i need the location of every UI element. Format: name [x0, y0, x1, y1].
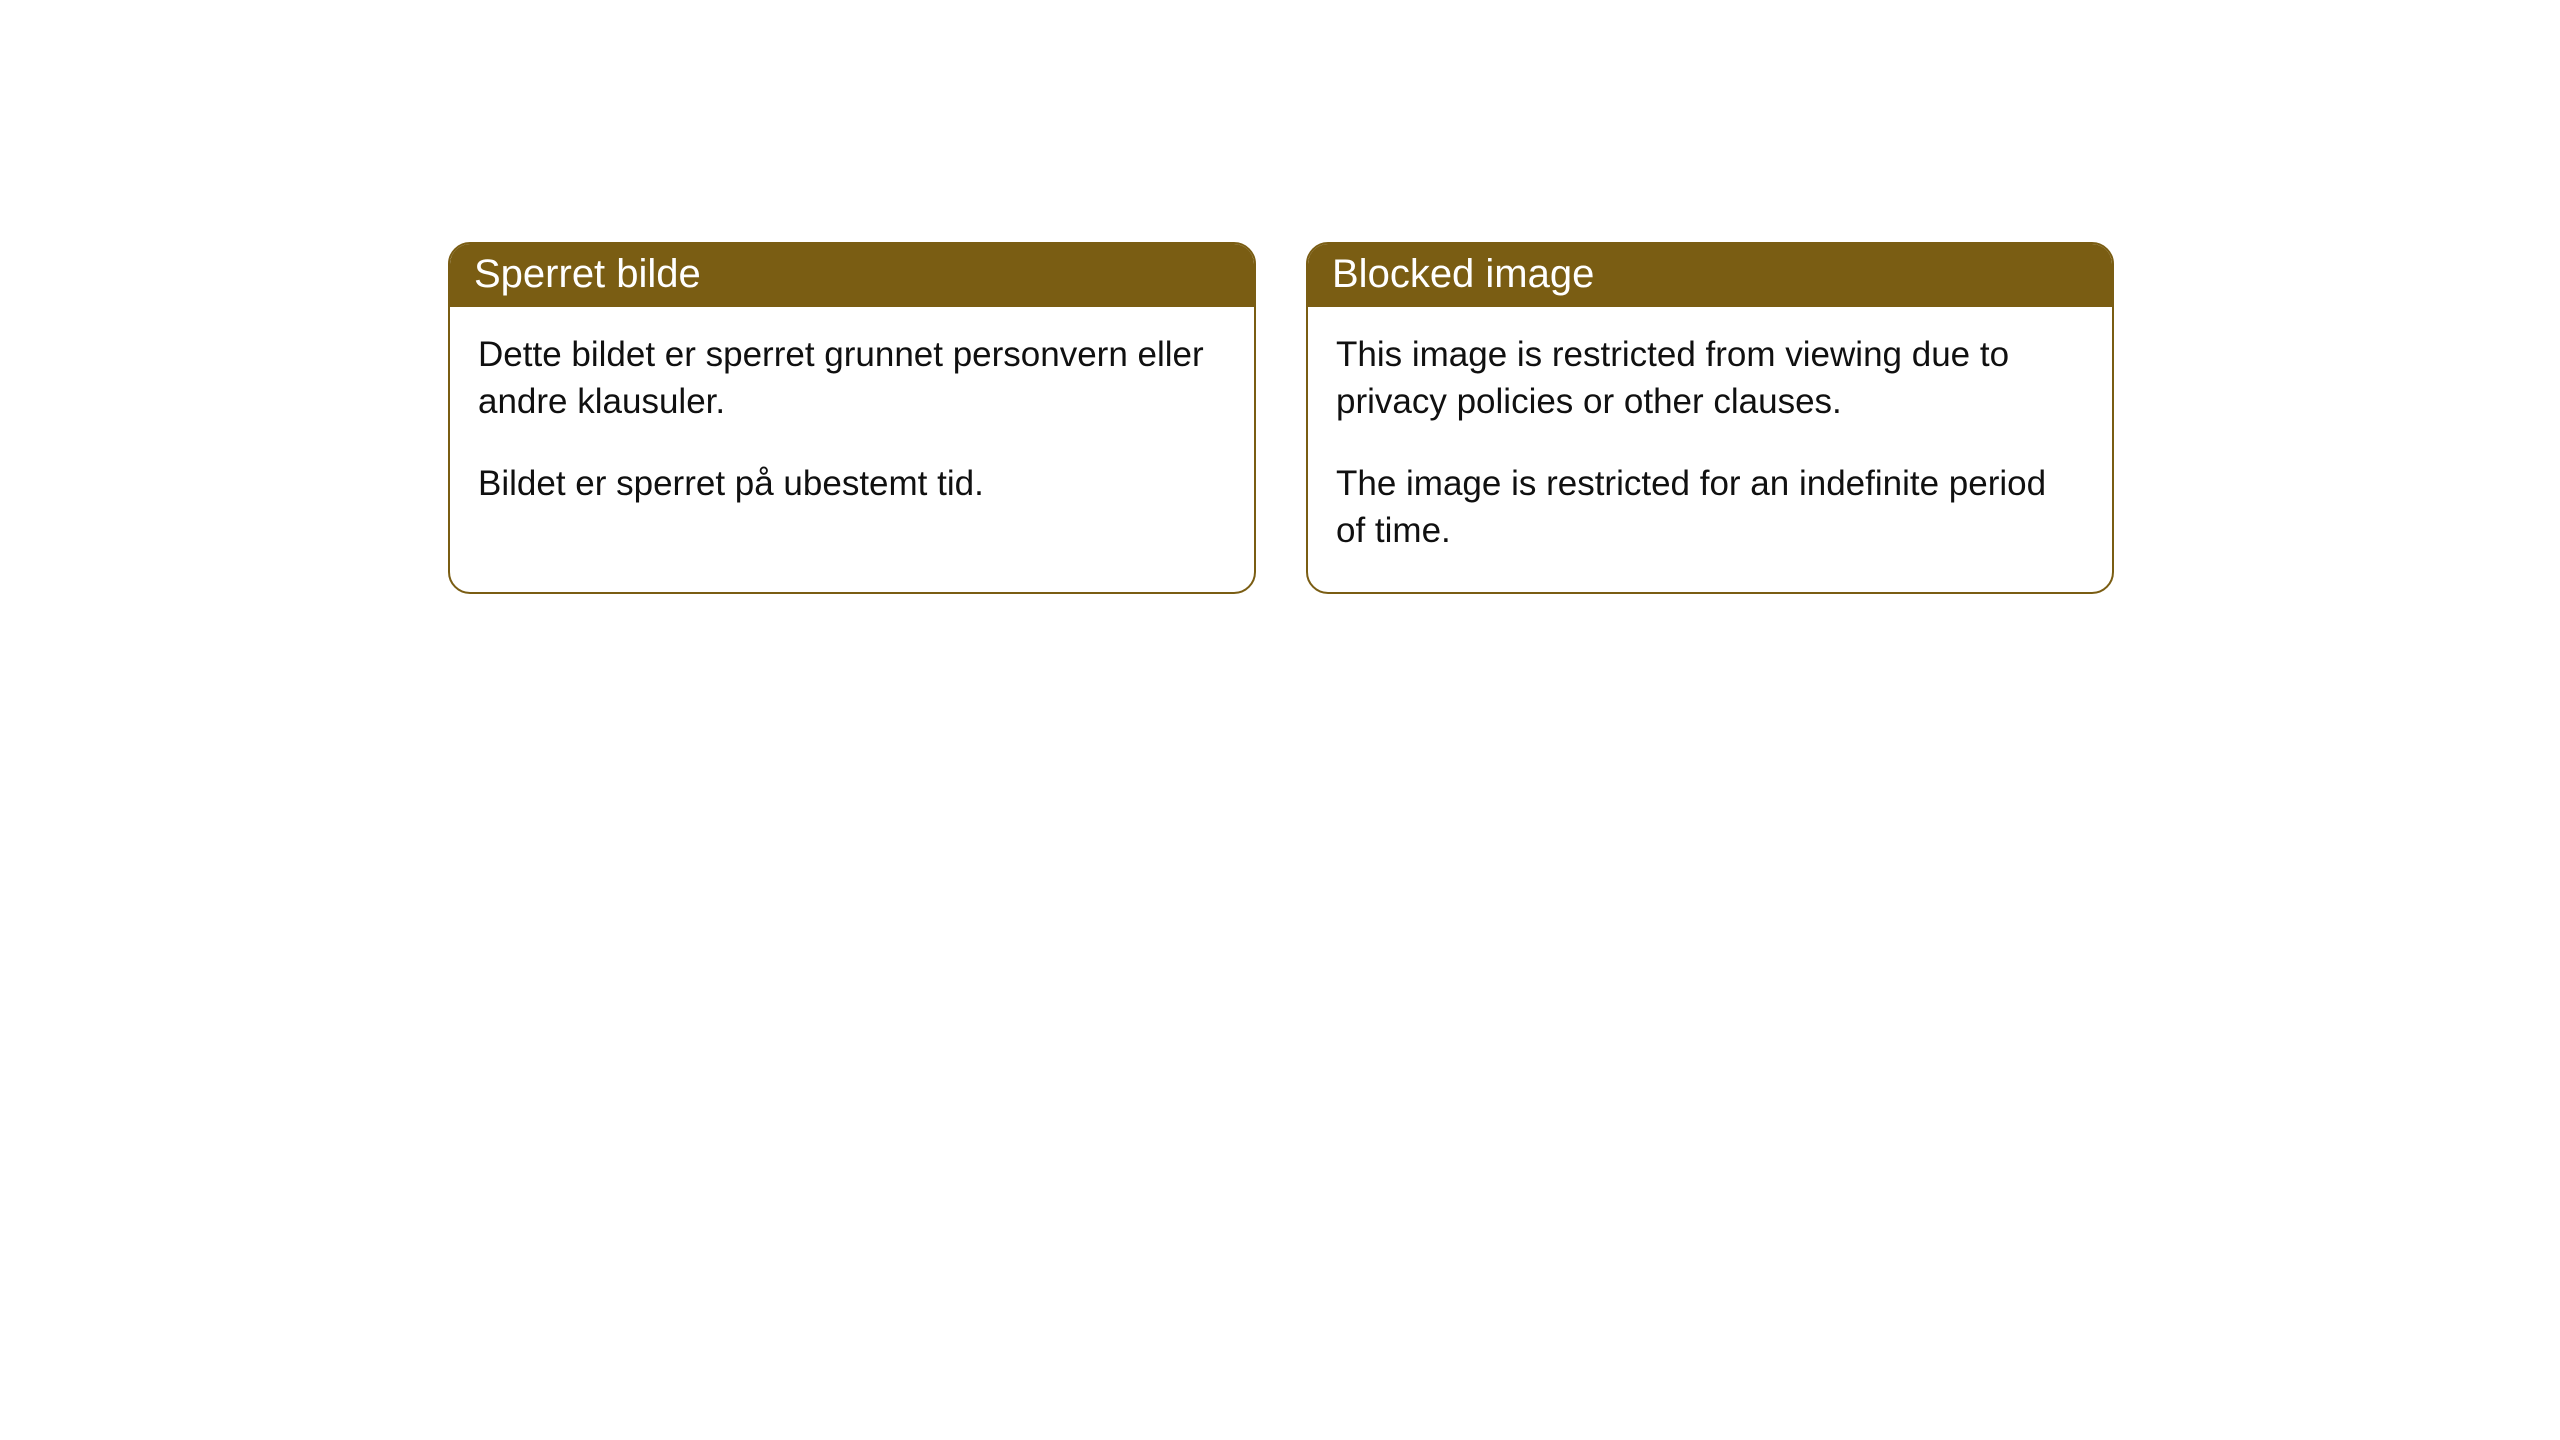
card-header-no: Sperret bilde [450, 244, 1254, 307]
card-text-en-2: The image is restricted for an indefinit… [1336, 460, 2084, 555]
blocked-image-card-no: Sperret bilde Dette bildet er sperret gr… [448, 242, 1256, 594]
blocked-image-card-en: Blocked image This image is restricted f… [1306, 242, 2114, 594]
card-text-no-2: Bildet er sperret på ubestemt tid. [478, 460, 1226, 507]
card-text-en-1: This image is restricted from viewing du… [1336, 331, 2084, 426]
card-header-en: Blocked image [1308, 244, 2112, 307]
card-text-no-1: Dette bildet er sperret grunnet personve… [478, 331, 1226, 426]
notice-container: Sperret bilde Dette bildet er sperret gr… [0, 0, 2560, 594]
card-body-no: Dette bildet er sperret grunnet personve… [450, 307, 1254, 545]
card-body-en: This image is restricted from viewing du… [1308, 307, 2112, 592]
